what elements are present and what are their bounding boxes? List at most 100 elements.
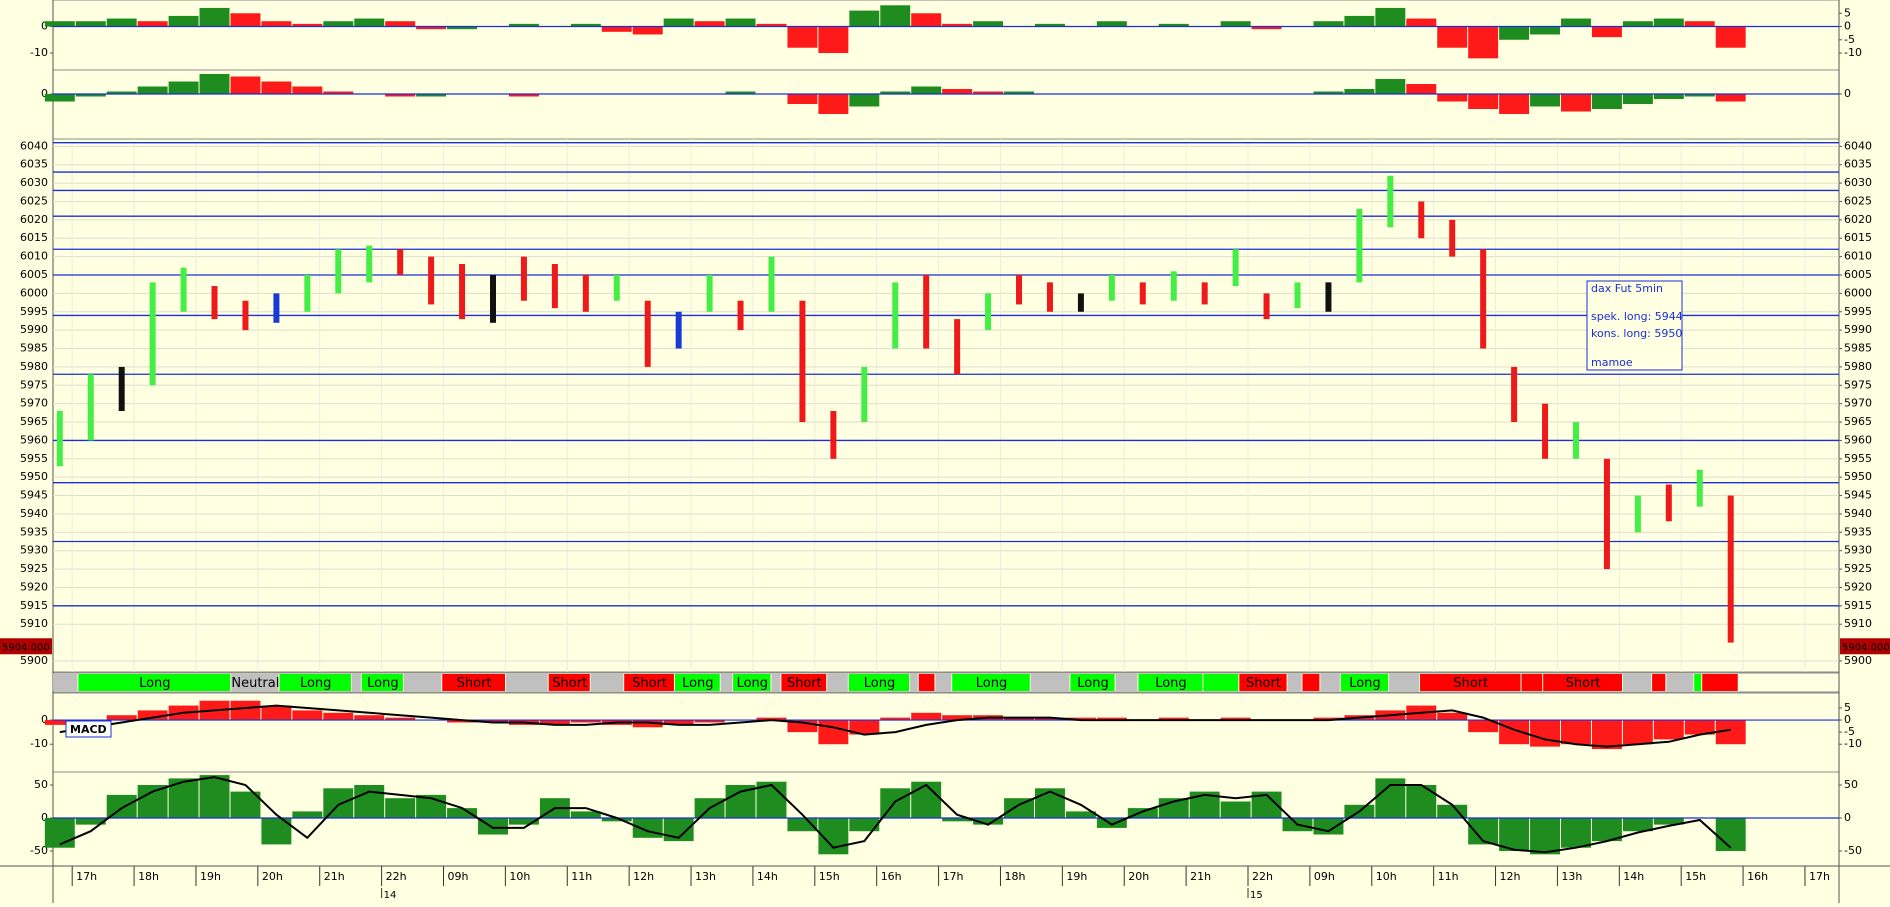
histogram-bar xyxy=(44,720,75,725)
histogram-bar xyxy=(385,94,416,97)
price-bar xyxy=(520,256,527,301)
signal-segment xyxy=(1652,674,1666,691)
histogram-bar xyxy=(1034,23,1065,27)
price-bar xyxy=(768,256,775,312)
histogram-bar xyxy=(508,23,539,27)
signal-segment xyxy=(279,674,351,691)
histogram-bar xyxy=(1065,811,1096,819)
y-tick-label: 5990 xyxy=(20,323,48,336)
histogram-bar xyxy=(1437,26,1468,48)
y-tick-label: 6000 xyxy=(20,286,48,299)
price-bar xyxy=(397,249,404,276)
signal-label: Long xyxy=(367,676,398,691)
histogram-bar xyxy=(1684,720,1715,735)
histogram-bar xyxy=(973,21,1004,27)
price-bar xyxy=(1634,495,1641,533)
histogram-bar xyxy=(1065,717,1096,721)
price-bar xyxy=(1232,249,1239,287)
signal-segment xyxy=(1320,674,1340,691)
price-bar xyxy=(304,275,311,312)
y2-tick-label: 50 xyxy=(1844,778,1858,791)
price-bar xyxy=(1108,275,1115,301)
signal-segment xyxy=(53,674,78,691)
y2-tick-label: 0 xyxy=(1844,713,1851,726)
last-price-box xyxy=(1840,638,1890,655)
price-bar xyxy=(1201,282,1208,305)
histogram-bar xyxy=(942,23,973,27)
panel-background xyxy=(52,0,1840,71)
histogram-bar xyxy=(1468,26,1499,59)
histogram-bar xyxy=(787,26,818,48)
price-bar xyxy=(706,275,713,312)
y2-tick-label: 5995 xyxy=(1844,305,1872,318)
price-bar xyxy=(428,256,435,305)
histogram-bar xyxy=(1468,94,1499,109)
histogram-bar xyxy=(1220,717,1251,721)
histogram-bar xyxy=(1406,18,1437,27)
histogram-bar xyxy=(354,785,385,819)
signal-label: Long xyxy=(300,676,331,691)
histogram-bar xyxy=(911,781,942,819)
histogram-bar xyxy=(539,720,570,725)
y-tick-label: 5975 xyxy=(20,378,48,391)
y2-tick-label: -5 xyxy=(1844,725,1855,738)
price-bar xyxy=(1449,219,1456,257)
histogram-bar xyxy=(168,81,199,94)
y-tick-label: 5910 xyxy=(20,617,48,630)
x-tick-label: 16h xyxy=(881,870,902,883)
price-bar xyxy=(985,293,992,331)
signal-label: Long xyxy=(1155,676,1186,691)
histogram-bar xyxy=(137,710,168,721)
signal-segment xyxy=(505,674,548,691)
histogram-bar xyxy=(1313,21,1344,27)
histogram-bar xyxy=(323,91,354,94)
y2-tick-label: 5990 xyxy=(1844,323,1872,336)
histogram-bar xyxy=(601,818,632,822)
signal-label: Short xyxy=(1246,676,1281,691)
price-bar xyxy=(1572,422,1579,459)
histogram-bar xyxy=(663,720,694,725)
histogram-bar xyxy=(880,91,911,94)
histogram-bar xyxy=(1499,94,1530,114)
y2-tick-label: 0 xyxy=(1844,20,1851,33)
signal-segment xyxy=(1203,674,1239,691)
histogram-bar xyxy=(385,798,416,819)
price-bar xyxy=(335,249,342,294)
x-tick-label: 09h xyxy=(447,870,468,883)
signal-segment xyxy=(733,674,771,691)
histogram-bar xyxy=(1127,808,1158,819)
y-tick-label: 0 xyxy=(41,87,48,100)
histogram-bar xyxy=(756,717,787,721)
histogram-bar xyxy=(230,76,261,94)
histogram-bar xyxy=(911,712,942,721)
histogram-bar xyxy=(1406,84,1437,94)
histogram-bar xyxy=(1096,818,1127,828)
price-bar xyxy=(1387,175,1394,228)
price-bar xyxy=(1016,275,1023,305)
last-price-box xyxy=(0,638,52,655)
y2-tick-label: 5925 xyxy=(1844,562,1872,575)
y2-tick-label: 5910 xyxy=(1844,617,1872,630)
histogram-bar xyxy=(354,715,385,721)
signal-segment xyxy=(1521,674,1543,691)
histogram-bar xyxy=(199,775,230,819)
histogram-bar xyxy=(787,94,818,104)
y2-tick-label: 6010 xyxy=(1844,250,1872,263)
last-price-label: 5904.000 xyxy=(1842,642,1890,653)
price-bar xyxy=(923,275,930,349)
price-bar xyxy=(242,300,249,331)
price-bar xyxy=(1542,403,1549,459)
y2-tick-label: 5970 xyxy=(1844,397,1872,410)
histogram-bar xyxy=(75,21,106,27)
histogram-bar xyxy=(632,818,663,838)
histogram-bar xyxy=(1684,21,1715,27)
histogram-bar xyxy=(44,21,75,27)
y-tick-label: 0 xyxy=(41,713,48,726)
x-tick-label: 10h xyxy=(1376,870,1397,883)
histogram-bar xyxy=(1468,720,1499,733)
histogram-bar xyxy=(1561,720,1591,745)
price-bar xyxy=(861,366,868,423)
signal-label: Short xyxy=(1566,676,1601,691)
date-label: 14 xyxy=(384,890,397,901)
histogram-bar xyxy=(632,26,663,35)
